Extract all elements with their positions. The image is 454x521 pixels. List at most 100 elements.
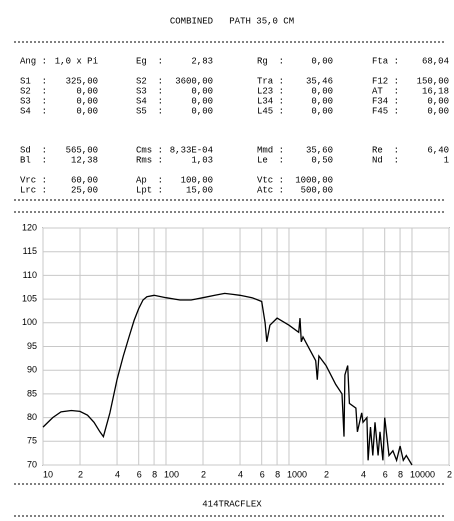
param-label: S5 :: [136, 106, 163, 116]
param-value: 0,00: [311, 86, 333, 96]
param-value: 0,00: [191, 106, 213, 116]
param-label: AT :: [372, 86, 399, 96]
x-tick-label: 2: [201, 469, 206, 479]
param-value: 0,00: [311, 56, 333, 66]
footer: 414TRACFLEX: [202, 499, 262, 509]
param-label: F34 :: [372, 96, 399, 106]
param-value: 68,04: [422, 56, 449, 66]
param-value: 8,33E-04: [170, 145, 213, 155]
param-value: 0,00: [311, 96, 333, 106]
x-tick-label: 10000: [410, 469, 435, 479]
param-label: L34 :: [257, 96, 284, 106]
param-value: 1,03: [191, 155, 213, 165]
param-label: Le :: [257, 155, 284, 165]
param-label: Ap :: [136, 175, 163, 185]
param-label: L45 :: [257, 106, 284, 116]
param-label: F45 :: [372, 106, 399, 116]
x-tick-label: 8: [398, 469, 403, 479]
x-tick-label: 8: [152, 469, 157, 479]
param-label: Rms :: [136, 155, 163, 165]
y-tick-label: 90: [27, 365, 37, 375]
param-label: Eg :: [136, 56, 163, 66]
param-label: Fta :: [372, 56, 399, 66]
param-value: 25,00: [71, 185, 98, 195]
x-tick-label: 6: [260, 469, 265, 479]
y-tick-label: 85: [27, 388, 37, 398]
y-tick-label: 95: [27, 341, 37, 351]
param-label: Tra :: [257, 76, 284, 86]
y-tick-label: 75: [27, 436, 37, 446]
param-label: Lpt :: [136, 185, 163, 195]
param-value: 2,83: [191, 56, 213, 66]
param-value: 15,00: [186, 185, 213, 195]
param-label: S4 :: [20, 106, 47, 116]
param-value: 0,00: [311, 106, 333, 116]
param-value: 0,00: [427, 106, 449, 116]
x-tick-label: 4: [115, 469, 120, 479]
param-value: 6,40: [427, 145, 449, 155]
param-label: Cms :: [136, 145, 163, 155]
param-value: 0,00: [76, 106, 98, 116]
param-value: 1,0 x Pi: [55, 56, 98, 66]
param-value: 0,00: [191, 86, 213, 96]
param-label: Rg :: [257, 56, 284, 66]
param-label: Vtc :: [257, 175, 284, 185]
x-tick-label: 2: [447, 469, 452, 479]
title: COMBINED PATH 35,0 CM: [170, 16, 294, 26]
param-label: L23 :: [257, 86, 284, 96]
param-label: Nd :: [372, 155, 399, 165]
y-tick-label: 80: [27, 412, 37, 422]
param-label: S1 :: [20, 76, 47, 86]
param-value: 0,00: [76, 96, 98, 106]
param-value: 3600,00: [175, 76, 213, 86]
param-label: Re :: [372, 145, 399, 155]
x-tick-label: 4: [238, 469, 243, 479]
x-tick-label: 6: [137, 469, 142, 479]
y-tick-label: 70: [27, 459, 37, 469]
param-label: Lrc :: [20, 185, 47, 195]
param-value: 0,50: [311, 155, 333, 165]
param-value: 12,38: [71, 155, 98, 165]
param-label: S2 :: [20, 86, 47, 96]
param-value: 35,60: [306, 145, 333, 155]
param-label: Atc :: [257, 185, 284, 195]
x-tick-label: 100: [164, 469, 179, 479]
param-value: 35,46: [306, 76, 333, 86]
param-value: 565,00: [66, 145, 98, 155]
param-label: Mmd :: [257, 145, 284, 155]
param-value: 1: [444, 155, 449, 165]
param-value: 16,18: [422, 86, 449, 96]
param-value: 100,00: [181, 175, 213, 185]
param-label: Bl :: [20, 155, 47, 165]
param-value: 0,00: [191, 96, 213, 106]
param-value: 60,00: [71, 175, 98, 185]
x-tick-label: 2: [324, 469, 329, 479]
param-label: S2 :: [136, 76, 163, 86]
param-value: 325,00: [66, 76, 98, 86]
param-value: 1000,00: [295, 175, 333, 185]
param-value: 500,00: [301, 185, 333, 195]
param-label: F12 :: [372, 76, 399, 86]
x-tick-label: 6: [383, 469, 388, 479]
param-label: Ang :: [20, 56, 47, 66]
y-tick-label: 120: [22, 222, 37, 232]
y-tick-label: 115: [23, 246, 37, 256]
x-tick-label: 8: [275, 469, 280, 479]
param-label: Vrc :: [20, 175, 47, 185]
x-tick-label: 4: [361, 469, 366, 479]
param-label: Sd :: [20, 145, 47, 155]
x-tick-label: 2: [78, 469, 83, 479]
param-label: S3 :: [136, 86, 163, 96]
param-value: 0,00: [427, 96, 449, 106]
param-value: 150,00: [417, 76, 449, 86]
param-label: S3 :: [20, 96, 47, 106]
y-tick-label: 110: [23, 270, 37, 280]
response-line: [42, 292, 413, 466]
y-tick-label: 105: [22, 293, 37, 303]
param-label: S4 :: [136, 96, 163, 106]
y-tick-label: 100: [22, 317, 37, 327]
x-tick-label: 10: [43, 469, 53, 479]
param-value: 0,00: [76, 86, 98, 96]
